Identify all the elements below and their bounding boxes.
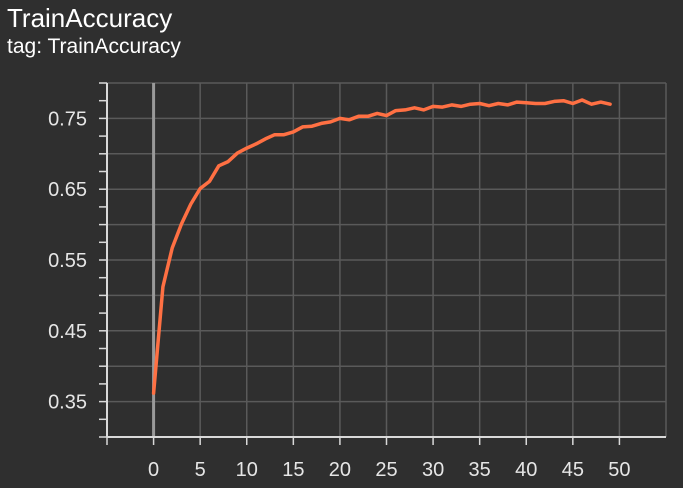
minor-tick-marks [99,82,621,445]
x-tick-label: 5 [195,459,206,481]
x-tick-label: 15 [282,459,304,481]
x-tick-label: 40 [515,459,537,481]
chart-header: TrainAccuracy tag: TrainAccuracy [7,2,181,60]
y-tick-label: 0.75 [48,108,87,130]
series-line [151,98,612,395]
x-tick-label: 0 [148,459,159,481]
axes [106,83,666,438]
x-tick-labels: 0 5 10 15 20 25 30 35 40 45 50 [148,459,631,481]
y-tick-label: 0.65 [48,179,87,201]
y-tick-label: 0.55 [48,250,87,272]
chart-subtitle: tag: TrainAccuracy [7,35,181,58]
x-tick-label: 25 [375,459,397,481]
y-tick-label: 0.35 [48,392,87,414]
x-tick-label: 30 [422,459,444,481]
x-tick-label: 10 [236,459,258,481]
grid-lines [107,82,667,437]
x-tick-label: 45 [562,459,584,481]
x-tick-label: 35 [469,459,491,481]
series-group [151,98,612,395]
chart-title: TrainAccuracy [7,3,173,33]
x-tick-label: 20 [329,459,351,481]
y-tick-label: 0.45 [48,321,87,343]
x-tick-label: 50 [608,459,630,481]
y-tick-labels: 0.35 0.45 0.55 0.65 0.75 [48,108,87,413]
